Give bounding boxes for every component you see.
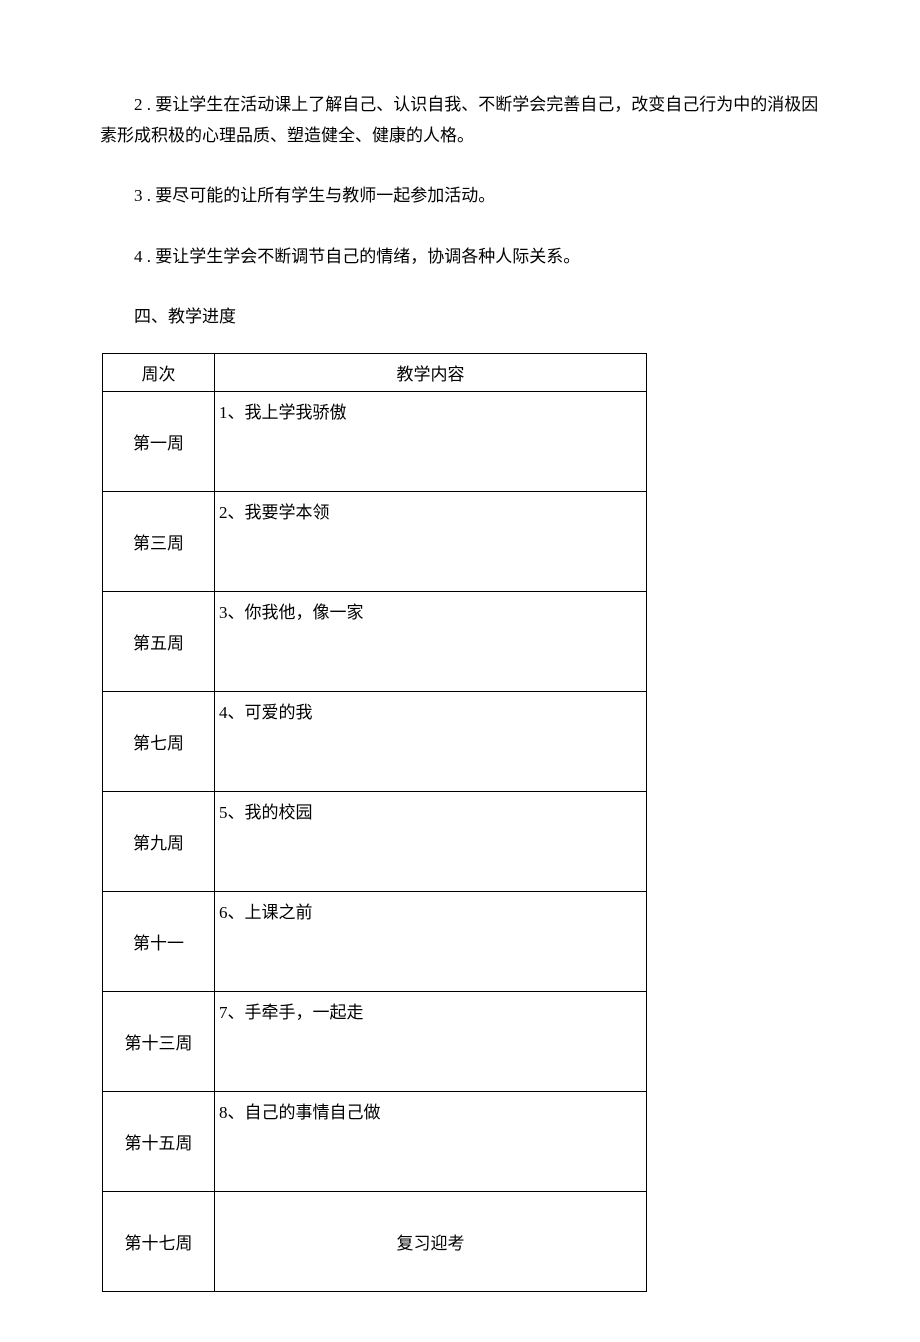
- table-row: 第十一 6、上课之前: [103, 891, 647, 991]
- table-header-row: 周次 教学内容: [103, 353, 647, 391]
- table-cell-content: 复习迎考: [215, 1191, 647, 1291]
- table-cell-content: 4、可爱的我: [215, 691, 647, 791]
- table-cell-week: 第十三周: [103, 991, 215, 1091]
- table-row: 第十七周 复习迎考: [103, 1191, 647, 1291]
- table-cell-content: 6、上课之前: [215, 891, 647, 991]
- table-cell-week: 第十一: [103, 891, 215, 991]
- table-cell-week: 第十七周: [103, 1191, 215, 1291]
- table-cell-content: 3、你我他，像一家: [215, 591, 647, 691]
- schedule-table: 周次 教学内容 第一周 1、我上学我骄傲 第三周 2、我要学本领 第五周 3、你…: [102, 353, 647, 1292]
- table-cell-content: 8、自己的事情自己做: [215, 1091, 647, 1191]
- table-row: 第五周 3、你我他，像一家: [103, 591, 647, 691]
- table-cell-content: 1、我上学我骄傲: [215, 391, 647, 491]
- table-row: 第一周 1、我上学我骄傲: [103, 391, 647, 491]
- table-cell-week: 第五周: [103, 591, 215, 691]
- table-cell-content: 7、手牵手，一起走: [215, 991, 647, 1091]
- table-row: 第九周 5、我的校园: [103, 791, 647, 891]
- paragraph-item-4: 4 . 要让学生学会不断调节自己的情绪，协调各种人际关系。: [100, 242, 820, 273]
- table-row: 第十五周 8、自己的事情自己做: [103, 1091, 647, 1191]
- table-cell-content: 5、我的校园: [215, 791, 647, 891]
- table-cell-week: 第十五周: [103, 1091, 215, 1191]
- table-cell-week: 第三周: [103, 491, 215, 591]
- table-row: 第十三周 7、手牵手，一起走: [103, 991, 647, 1091]
- paragraph-item-2: 2 . 要让学生在活动课上了解自己、认识自我、不断学会完善自己，改变自己行为中的…: [100, 90, 820, 151]
- table-cell-week: 第七周: [103, 691, 215, 791]
- table-cell-week: 第九周: [103, 791, 215, 891]
- table-row: 第七周 4、可爱的我: [103, 691, 647, 791]
- table-header-content: 教学内容: [215, 353, 647, 391]
- section-heading-schedule: 四、教学进度: [100, 302, 820, 333]
- table-cell-content: 2、我要学本领: [215, 491, 647, 591]
- table-header-week: 周次: [103, 353, 215, 391]
- paragraph-item-3: 3 . 要尽可能的让所有学生与教师一起参加活动。: [100, 181, 820, 212]
- table-row: 第三周 2、我要学本领: [103, 491, 647, 591]
- table-cell-week: 第一周: [103, 391, 215, 491]
